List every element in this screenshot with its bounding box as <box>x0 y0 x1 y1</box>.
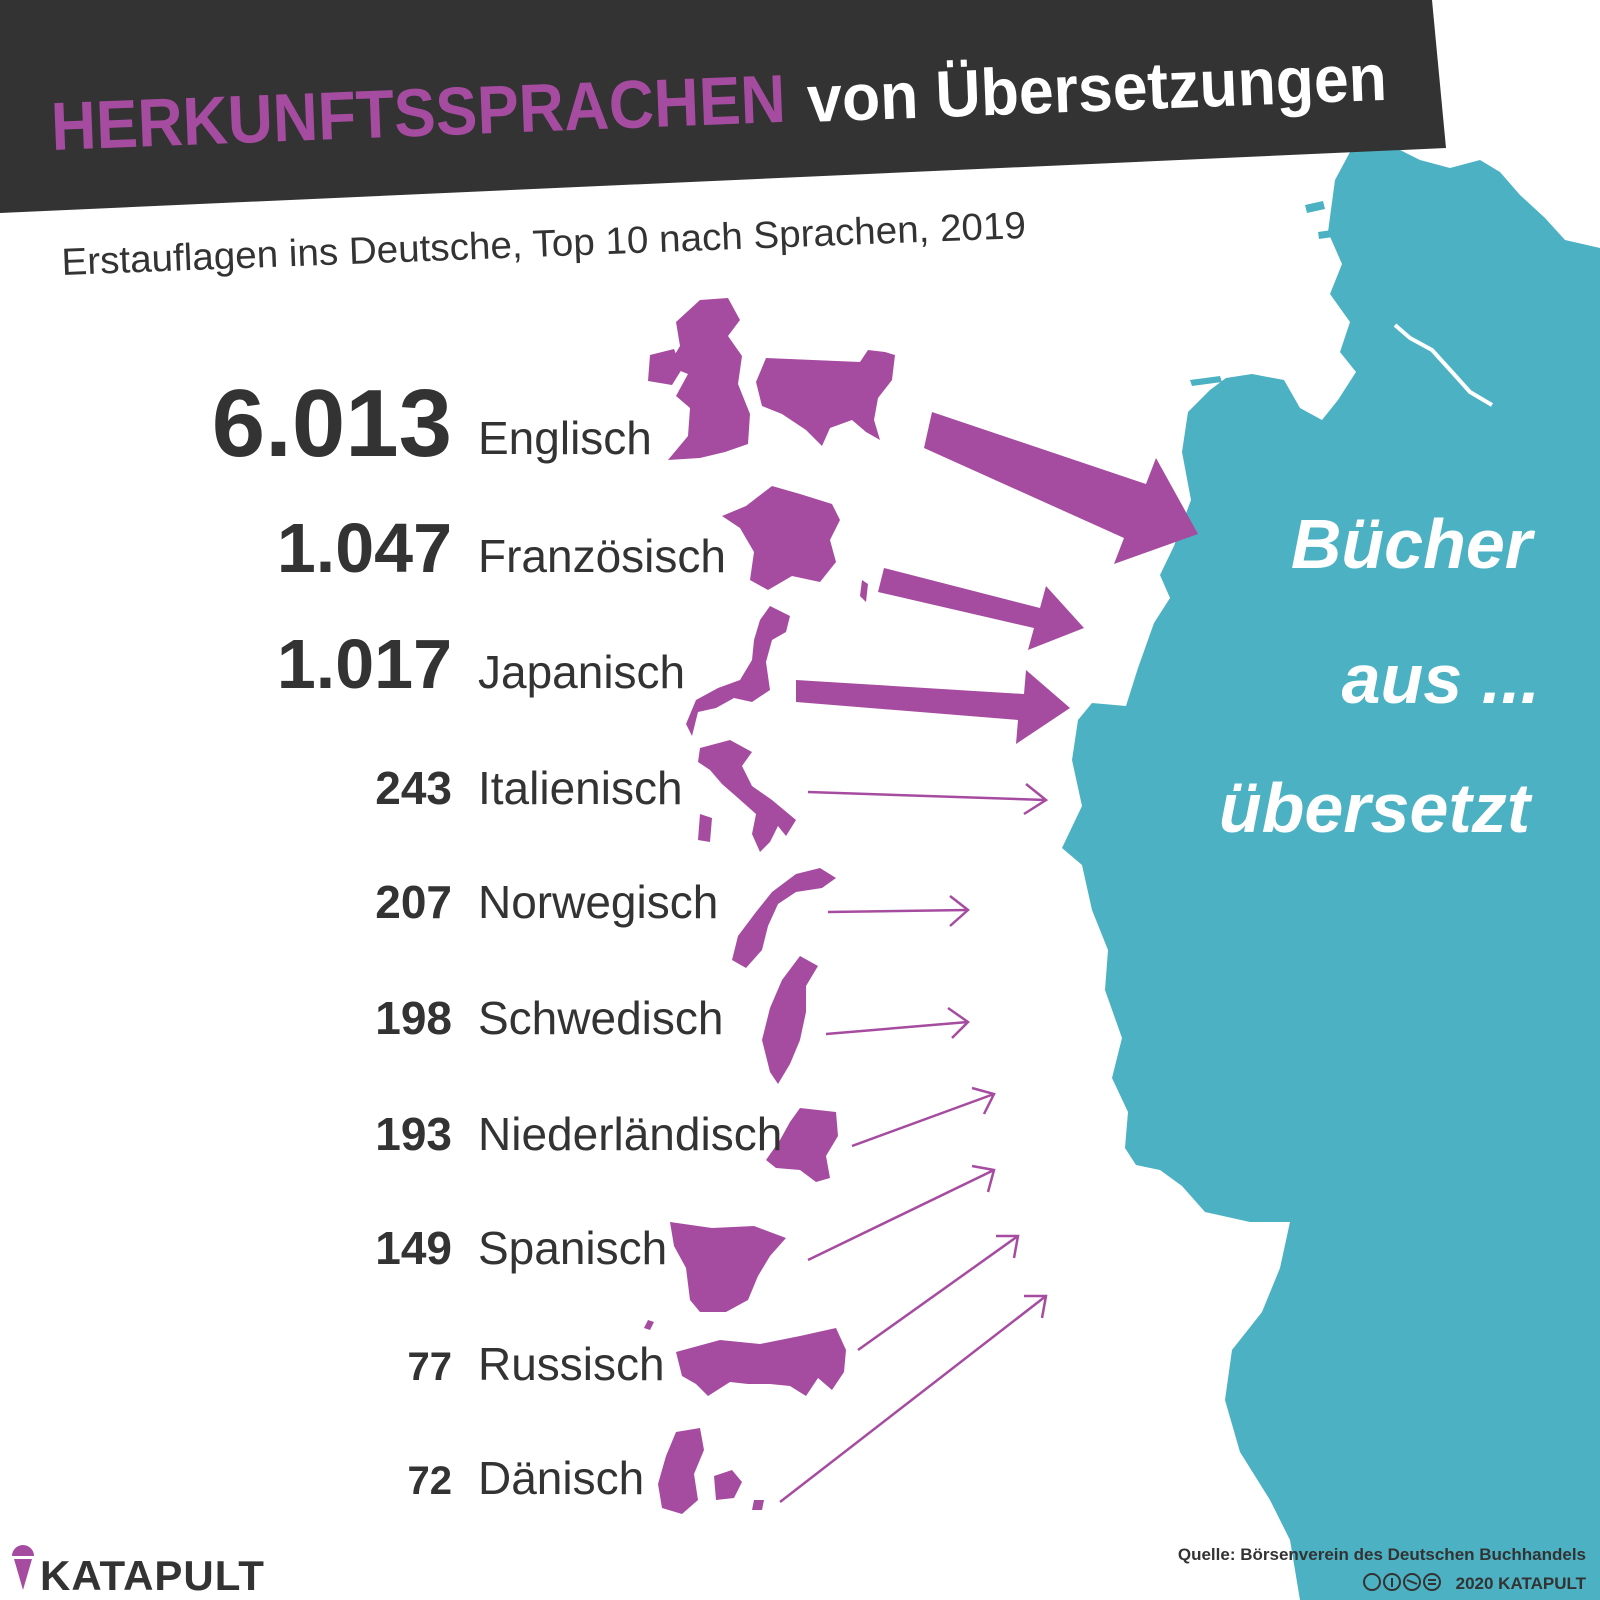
arrow-icon-norwegisch <box>827 895 970 927</box>
norway-silhouette-icon <box>732 868 836 968</box>
arrow-icon-japanisch <box>796 670 1070 744</box>
arrow-icon-schwedisch <box>825 1006 970 1039</box>
language-label-1: Englisch <box>478 412 652 464</box>
language-label-9: Russisch <box>478 1338 665 1390</box>
language-label-3: Japanisch <box>478 646 685 698</box>
value-3: 1.017 <box>277 625 452 703</box>
value-4: 243 <box>375 762 452 814</box>
japan-silhouette-icon <box>686 606 790 736</box>
arrow-icon-englisch <box>924 412 1198 564</box>
spain-silhouette-icon <box>644 1222 786 1330</box>
arrow-icon-franzoesisch <box>878 568 1084 650</box>
value-1: 6.013 <box>212 370 452 477</box>
netherlands-silhouette-icon <box>766 1108 838 1182</box>
germany-map-icon <box>1062 145 1600 1600</box>
language-list: 6.013 Englisch 1.047 Französisch 1.017 Japani… <box>212 370 783 1504</box>
value-2: 1.047 <box>277 509 452 587</box>
value-7: 193 <box>375 1108 452 1160</box>
copyright-text: 2020 KATAPULT <box>1456 1574 1587 1593</box>
arrow-icon-niederlaendisch <box>851 1086 996 1148</box>
creative-commons-icons <box>1363 1573 1441 1591</box>
russia-silhouette-icon <box>676 1328 846 1396</box>
country-silhouettes <box>644 298 895 1514</box>
france-silhouette-icon <box>722 486 868 602</box>
header-band <box>0 0 1446 213</box>
ice-cream-logo-icon <box>12 1545 34 1590</box>
arrow-icon-spanisch <box>807 1164 996 1262</box>
value-10: 72 <box>408 1459 453 1503</box>
nc-icon <box>1403 1573 1421 1591</box>
sweden-silhouette-icon <box>762 956 818 1084</box>
value-5: 207 <box>375 876 452 928</box>
language-label-5: Norwegisch <box>478 876 718 928</box>
target-line-2: aus ... <box>1342 640 1540 718</box>
arrow-icon-italienisch <box>807 783 1049 816</box>
logo-text: KATAPULT <box>40 1552 265 1599</box>
value-6: 198 <box>375 992 452 1044</box>
language-label-8: Spanisch <box>478 1222 667 1274</box>
target-line-1: Bücher <box>1291 505 1536 583</box>
cc-icon <box>1363 1573 1381 1591</box>
italy-silhouette-icon <box>698 740 796 852</box>
by-icon <box>1383 1573 1401 1591</box>
katapult-logo: KATAPULT <box>12 1545 265 1599</box>
arrows <box>796 412 1198 744</box>
target-line-3: übersetzt <box>1219 769 1533 847</box>
arrow-icon-daenisch <box>779 1294 1048 1503</box>
islands-icon <box>1190 123 1336 386</box>
language-label-4: Italienisch <box>478 762 683 814</box>
language-label-7: Niederländisch <box>478 1108 782 1160</box>
denmark-silhouette-icon <box>658 1428 764 1514</box>
value-9: 77 <box>408 1345 453 1389</box>
river-elbe-icon <box>1393 323 1494 407</box>
language-label-6: Schwedisch <box>478 992 723 1044</box>
language-label-2: Französisch <box>478 530 726 582</box>
source-text: Quelle: Börsenverein des Deutschen Buchh… <box>1178 1545 1586 1564</box>
value-8: 149 <box>375 1222 452 1274</box>
subtitle: Erstauflagen ins Deutsche, Top 10 nach S… <box>61 205 1027 284</box>
nd-icon <box>1423 1573 1441 1591</box>
arrow-icon-russisch <box>857 1234 1020 1352</box>
thin-arrows <box>779 783 1049 1503</box>
language-label-10: Dänisch <box>478 1452 644 1504</box>
uk-silhouette-icon <box>648 298 750 460</box>
usa-silhouette-icon <box>756 350 895 446</box>
